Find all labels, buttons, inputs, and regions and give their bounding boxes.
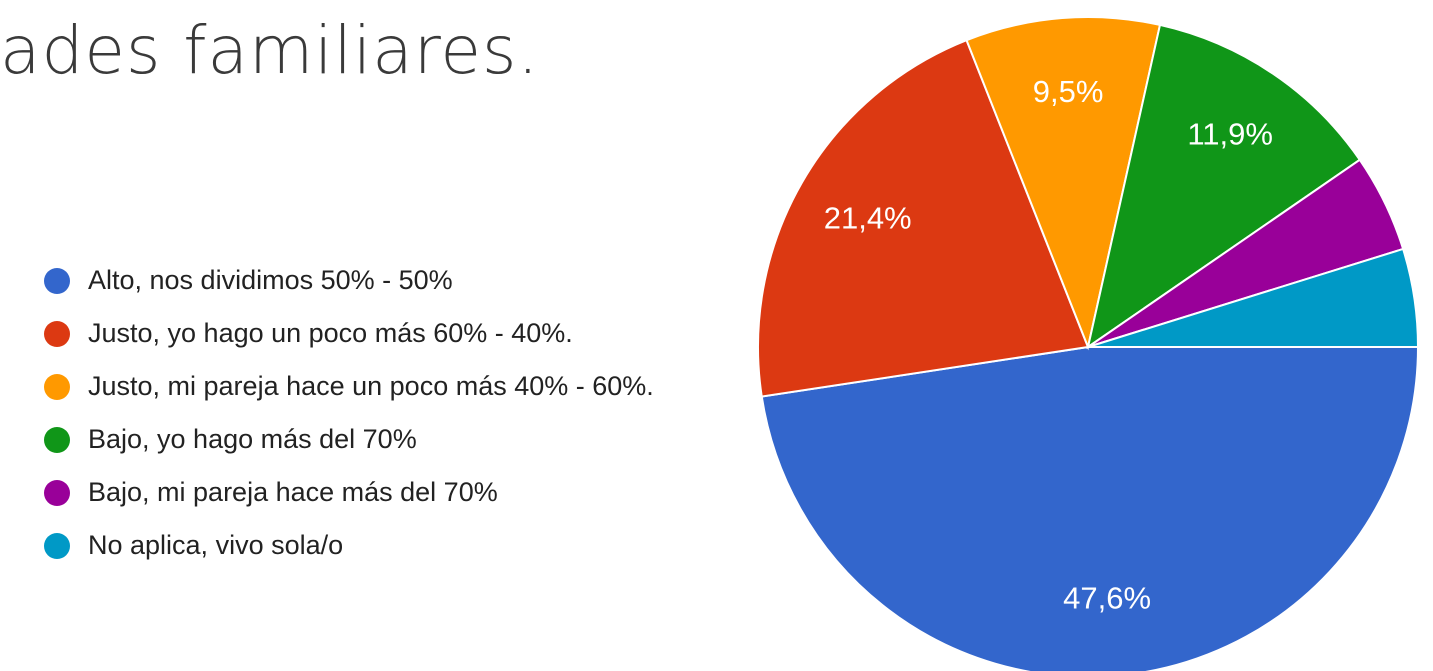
legend-item: Justo, mi pareja hace un poco más 40% - … <box>40 360 728 413</box>
pie-slice <box>1087 247 1420 348</box>
legend-swatch <box>44 268 70 294</box>
legend-swatch <box>44 321 70 347</box>
legend-label: Bajo, yo hago más del 70% <box>88 424 417 454</box>
legend-item: Bajo, yo hago más del 70% <box>40 413 728 466</box>
legend: Alto, nos dividimos 50% - 50% Justo, yo h… <box>40 254 730 572</box>
legend-swatch <box>44 480 70 506</box>
data-label: 47,6% <box>1063 581 1151 616</box>
legend-item: No aplica, vivo sola/o <box>40 519 728 572</box>
data-label: 21,4% <box>824 201 912 236</box>
pie-slice <box>760 346 1420 671</box>
legend-label: Justo, yo hago un poco más 60% - 40%. <box>88 318 573 348</box>
legend-label: Bajo, mi pareja hace más del 70% <box>88 477 498 507</box>
pie-slice <box>965 16 1162 351</box>
legend-swatch <box>44 427 70 453</box>
legend-label: Alto, nos dividimos 50% - 50% <box>88 265 453 295</box>
legend-item: Bajo, mi pareja hace más del 70% <box>40 466 728 519</box>
data-label: 9,5% <box>1033 74 1104 109</box>
legend-item: Alto, nos dividimos 50% - 50% <box>40 254 728 307</box>
legend-swatch <box>44 374 70 400</box>
legend-label: Justo, mi pareja hace un poco más 40% - … <box>88 371 654 401</box>
pie-slice <box>757 38 1090 398</box>
pie-slice <box>1086 23 1362 350</box>
chart-title: ades familiares. <box>0 12 540 89</box>
data-label: 11,9% <box>1187 117 1273 152</box>
legend-item: Justo, yo hago un poco más 60% - 40%. <box>40 307 728 360</box>
legend-label: No aplica, vivo sola/o <box>88 530 344 560</box>
legend-swatch <box>44 533 70 559</box>
